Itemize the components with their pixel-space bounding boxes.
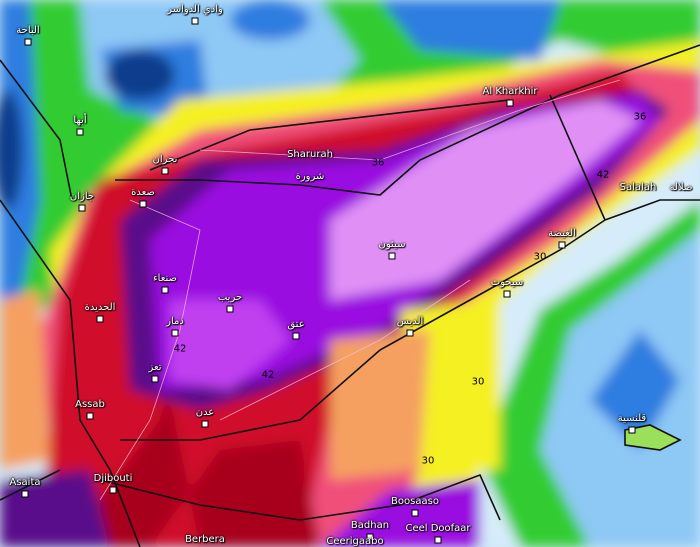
city-label: Asaita bbox=[9, 477, 41, 488]
city-label: Assab bbox=[75, 399, 105, 410]
contour-label: 30 bbox=[421, 455, 435, 467]
city-label: Salalah bbox=[619, 182, 657, 193]
city-label: الديس bbox=[396, 316, 424, 327]
city-label: سيئون bbox=[378, 239, 406, 250]
city-marker bbox=[191, 17, 199, 25]
city-marker bbox=[411, 509, 419, 517]
city-marker bbox=[434, 536, 442, 544]
city-marker bbox=[171, 329, 179, 337]
city-marker bbox=[161, 167, 169, 175]
city-marker bbox=[226, 305, 234, 313]
city-label: وادي الدواسر bbox=[167, 4, 223, 15]
city-label: أبها bbox=[73, 115, 87, 126]
contour-label: 30 bbox=[471, 376, 485, 388]
city-label: صنعاء bbox=[152, 273, 178, 284]
city-marker bbox=[161, 286, 169, 294]
city-marker bbox=[96, 315, 104, 323]
city-label: Ceerigaabo bbox=[326, 536, 384, 547]
city-label: الغيضة bbox=[548, 228, 576, 239]
country-borders bbox=[0, 44, 700, 547]
city-marker bbox=[139, 200, 147, 208]
city-label: عدن bbox=[195, 407, 215, 418]
contour-label: 36 bbox=[371, 157, 385, 169]
city-marker bbox=[406, 329, 414, 337]
city-marker bbox=[366, 533, 374, 541]
city-marker bbox=[628, 426, 636, 434]
city-marker bbox=[76, 128, 84, 136]
city-label: Djibouti bbox=[93, 473, 133, 484]
city-label: جازان bbox=[69, 191, 95, 202]
contour-label: 42 bbox=[173, 343, 187, 355]
city-label: Al Kharkhir bbox=[482, 86, 538, 97]
city-label: Ceel Doofaar bbox=[405, 523, 471, 534]
city-marker bbox=[558, 241, 566, 249]
contour-label: 42 bbox=[596, 169, 610, 181]
city-marker bbox=[21, 490, 29, 498]
city-marker bbox=[86, 412, 94, 420]
city-marker bbox=[292, 332, 300, 340]
city-marker bbox=[388, 252, 396, 260]
city-label: الحديدة bbox=[84, 302, 116, 313]
city-marker bbox=[151, 375, 159, 383]
city-label: تعز bbox=[148, 362, 162, 373]
city-label: عتق bbox=[287, 319, 305, 330]
contours bbox=[99, 79, 621, 501]
city-label: شرورة bbox=[295, 171, 325, 182]
city-marker bbox=[506, 99, 514, 107]
city-label: صعدة bbox=[131, 187, 155, 198]
contour-label: 42 bbox=[261, 369, 275, 381]
city-label: صلالة bbox=[669, 182, 693, 193]
city-label: سيحوت bbox=[490, 277, 524, 288]
city-label: Sharurah bbox=[287, 149, 333, 160]
city-label: ذمار bbox=[166, 316, 184, 327]
city-label: حريب bbox=[217, 292, 243, 303]
city-marker bbox=[109, 486, 117, 494]
city-label: نجران bbox=[152, 154, 178, 165]
city-label: Badhan bbox=[350, 520, 390, 531]
city-marker bbox=[201, 420, 209, 428]
city-marker bbox=[24, 38, 32, 46]
city-label: الباحة bbox=[16, 25, 40, 36]
contour-label: 36 bbox=[633, 111, 647, 123]
city-label: قلنسية bbox=[617, 413, 647, 424]
contour-label: 30 bbox=[533, 251, 547, 263]
city-marker bbox=[503, 290, 511, 298]
city-label: Boosaaso bbox=[391, 496, 439, 507]
city-marker bbox=[78, 204, 86, 212]
city-label: Berbera bbox=[185, 534, 225, 545]
